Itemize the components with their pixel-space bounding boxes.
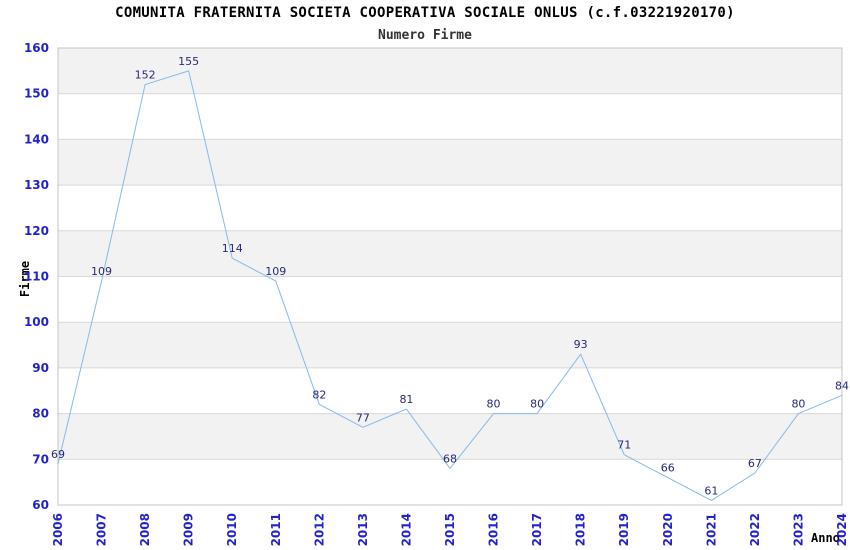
data-point-label: 68: [443, 452, 457, 465]
plot-band: [58, 48, 842, 94]
data-point-label: 109: [91, 265, 112, 278]
data-point-label: 84: [835, 379, 849, 392]
data-point-label: 109: [265, 265, 286, 278]
y-tick-label: 80: [32, 407, 49, 421]
x-tick-label: 2008: [138, 513, 152, 546]
y-tick-label: 160: [24, 41, 49, 55]
data-line: [57, 70, 843, 501]
plot-band: [58, 413, 842, 460]
x-tick-label: 2022: [748, 513, 762, 546]
data-point-label: 67: [748, 457, 762, 470]
x-tick-label: 2018: [574, 513, 588, 546]
x-tick-label: 2013: [356, 513, 370, 546]
x-tick-label: 2011: [269, 513, 283, 546]
data-point-label: 71: [617, 439, 631, 452]
x-tick-label: 2014: [399, 513, 413, 546]
data-point-label: 82: [312, 388, 326, 401]
x-tick-label: 2010: [225, 513, 239, 546]
plot-band: [58, 322, 842, 368]
x-tick-label: 2023: [791, 513, 805, 546]
y-tick-label: 70: [32, 452, 49, 466]
y-tick-label: 90: [32, 361, 49, 375]
x-tick-label: 2009: [182, 513, 196, 546]
y-tick-label: 130: [24, 178, 49, 192]
x-tick-label: 2007: [95, 513, 109, 546]
x-tick-label: 2016: [487, 513, 501, 546]
x-tick-label: 2017: [530, 513, 544, 546]
plot-band: [58, 230, 842, 277]
x-tick-label: 2020: [661, 513, 675, 546]
x-tick-label: 2021: [704, 513, 718, 546]
y-tick-label: 140: [24, 132, 49, 146]
chart-title: COMUNITA FRATERNITA SOCIETA COOPERATIVA …: [115, 5, 735, 21]
x-tick-label: 2024: [835, 513, 849, 546]
data-point-label: 80: [487, 398, 501, 411]
data-point-label: 80: [791, 398, 805, 411]
data-point-label: 155: [178, 55, 199, 68]
y-tick-label: 150: [24, 87, 49, 101]
data-point-label: 77: [356, 411, 370, 424]
data-point-label: 80: [530, 398, 544, 411]
x-tick-label: 2019: [617, 513, 631, 546]
data-point-label: 114: [222, 242, 243, 255]
y-tick-label: 60: [32, 498, 49, 512]
plot-band: [58, 139, 842, 186]
data-point-label: 66: [661, 462, 675, 475]
chart-subtitle: Numero Firme: [378, 28, 472, 43]
data-point-label: 61: [704, 484, 718, 497]
x-tick-label: 2015: [443, 513, 457, 546]
y-tick-label: 110: [24, 270, 49, 284]
data-point-label: 69: [51, 448, 65, 461]
data-point-label: 81: [399, 393, 413, 406]
data-point-label: 152: [135, 69, 156, 82]
x-tick-label: 2012: [312, 513, 326, 546]
x-axis-title: Anno: [811, 531, 840, 545]
x-tick-label: 2006: [51, 513, 65, 546]
plot-border: [57, 47, 843, 506]
y-tick-label: 120: [24, 224, 49, 238]
y-tick-label: 100: [24, 315, 49, 329]
data-point-label: 93: [574, 338, 588, 351]
